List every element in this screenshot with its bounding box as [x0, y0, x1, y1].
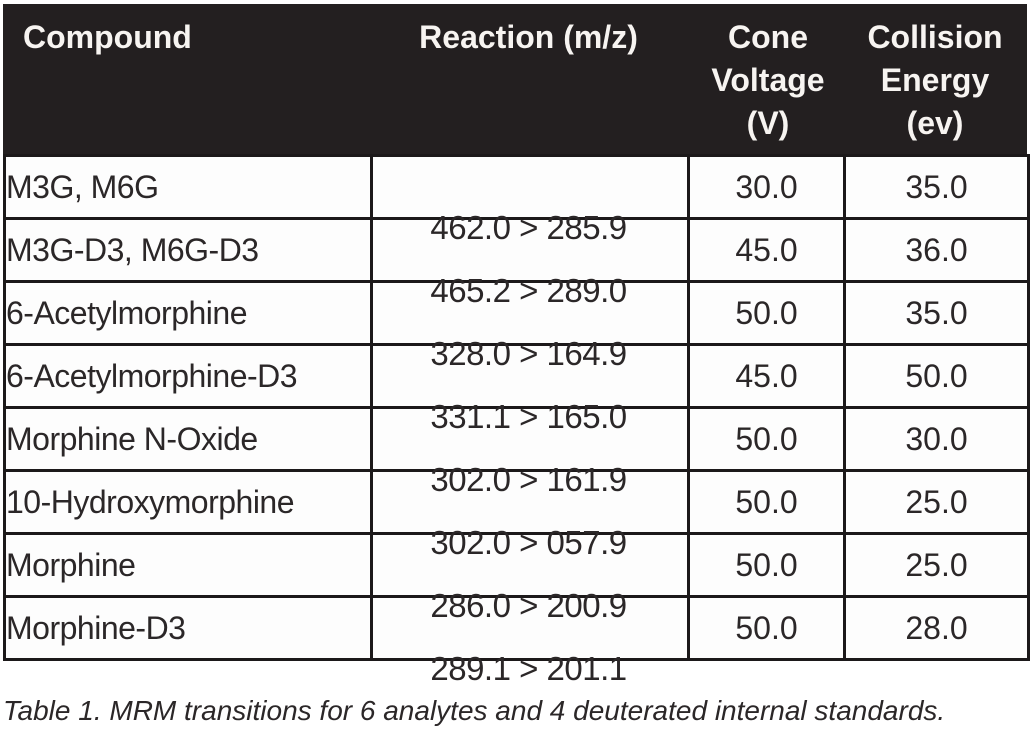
- compound-cell: 6-Acetylmorphine: [3, 280, 373, 346]
- column-header-reaction: Reaction (m/z): [370, 4, 687, 154]
- cone-voltage-cell: 45.0: [687, 217, 846, 283]
- compound-cell: M3G, M6G: [3, 154, 373, 220]
- collision-energy-line-1: Collision: [867, 19, 1003, 55]
- table-row: M3G-D3, M6G-D3 45.0 36.0: [3, 217, 1030, 283]
- mrm-table: Compound Reaction (m/z) Cone Voltage (V)…: [3, 4, 1030, 686]
- reaction-cell: [370, 154, 690, 220]
- collision-energy-cell: 28.0: [843, 595, 1030, 661]
- column-header-compound-label: Compound: [23, 19, 192, 55]
- cone-voltage-cell: 50.0: [687, 469, 846, 535]
- reaction-cell: [370, 532, 690, 598]
- reaction-cell: [370, 406, 690, 472]
- reaction-cell: [370, 469, 690, 535]
- collision-energy-cell: 35.0: [843, 280, 1030, 346]
- collision-energy-cell: 36.0: [843, 217, 1030, 283]
- table-row: Morphine-D3 50.0 28.0: [3, 595, 1030, 661]
- column-header-compound: Compound: [3, 4, 370, 154]
- cone-voltage-cell: 30.0: [687, 154, 846, 220]
- compound-cell: M3G-D3, M6G-D3: [3, 217, 373, 283]
- cone-voltage-line-3: (V): [746, 105, 790, 141]
- table-row: Morphine 50.0 25.0: [3, 532, 1030, 598]
- column-header-collision-energy: Collision Energy (ev): [843, 4, 1027, 154]
- compound-cell: Morphine N-Oxide: [3, 406, 373, 472]
- table-caption: Table 1. MRM transitions for 6 analytes …: [3, 695, 946, 726]
- cone-voltage-line-2: Voltage: [711, 62, 825, 98]
- table-body: M3G, M6G 30.0 35.0 M3G-D3, M6G-D3 45.0 3…: [3, 154, 1030, 661]
- cone-voltage-cell: 50.0: [687, 406, 846, 472]
- collision-energy-cell: 25.0: [843, 532, 1030, 598]
- reaction-cell: [370, 280, 690, 346]
- collision-energy-line-2: Energy: [880, 62, 990, 98]
- table-row: M3G, M6G 30.0 35.0: [3, 154, 1030, 220]
- compound-cell: Morphine-D3: [3, 595, 373, 661]
- collision-energy-cell: 50.0: [843, 343, 1030, 409]
- table-row: 10-Hydroxymorphine 50.0 25.0: [3, 469, 1030, 535]
- reaction-cell: [370, 343, 690, 409]
- cone-voltage-cell: 50.0: [687, 280, 846, 346]
- column-header-reaction-label: Reaction (m/z): [419, 19, 638, 55]
- collision-energy-cell: 30.0: [843, 406, 1030, 472]
- cone-voltage-cell: 45.0: [687, 343, 846, 409]
- reaction-cell: [370, 595, 690, 661]
- compound-cell: Morphine: [3, 532, 373, 598]
- column-header-cone-voltage: Cone Voltage (V): [687, 4, 843, 154]
- collision-energy-line-3: (ev): [906, 105, 964, 141]
- cone-voltage-line-1: Cone: [728, 19, 808, 55]
- table-header-row: Compound Reaction (m/z) Cone Voltage (V)…: [3, 4, 1027, 154]
- cone-voltage-cell: 50.0: [687, 595, 846, 661]
- cone-voltage-cell: 50.0: [687, 532, 846, 598]
- reaction-cell: [370, 217, 690, 283]
- table-row: 6-Acetylmorphine 50.0 35.0: [3, 280, 1030, 346]
- collision-energy-cell: 25.0: [843, 469, 1030, 535]
- compound-cell: 6-Acetylmorphine-D3: [3, 343, 373, 409]
- table-row: Morphine N-Oxide 50.0 30.0: [3, 406, 1030, 472]
- compound-cell: 10-Hydroxymorphine: [3, 469, 373, 535]
- table-row: 6-Acetylmorphine-D3 45.0 50.0: [3, 343, 1030, 409]
- collision-energy-cell: 35.0: [843, 154, 1030, 220]
